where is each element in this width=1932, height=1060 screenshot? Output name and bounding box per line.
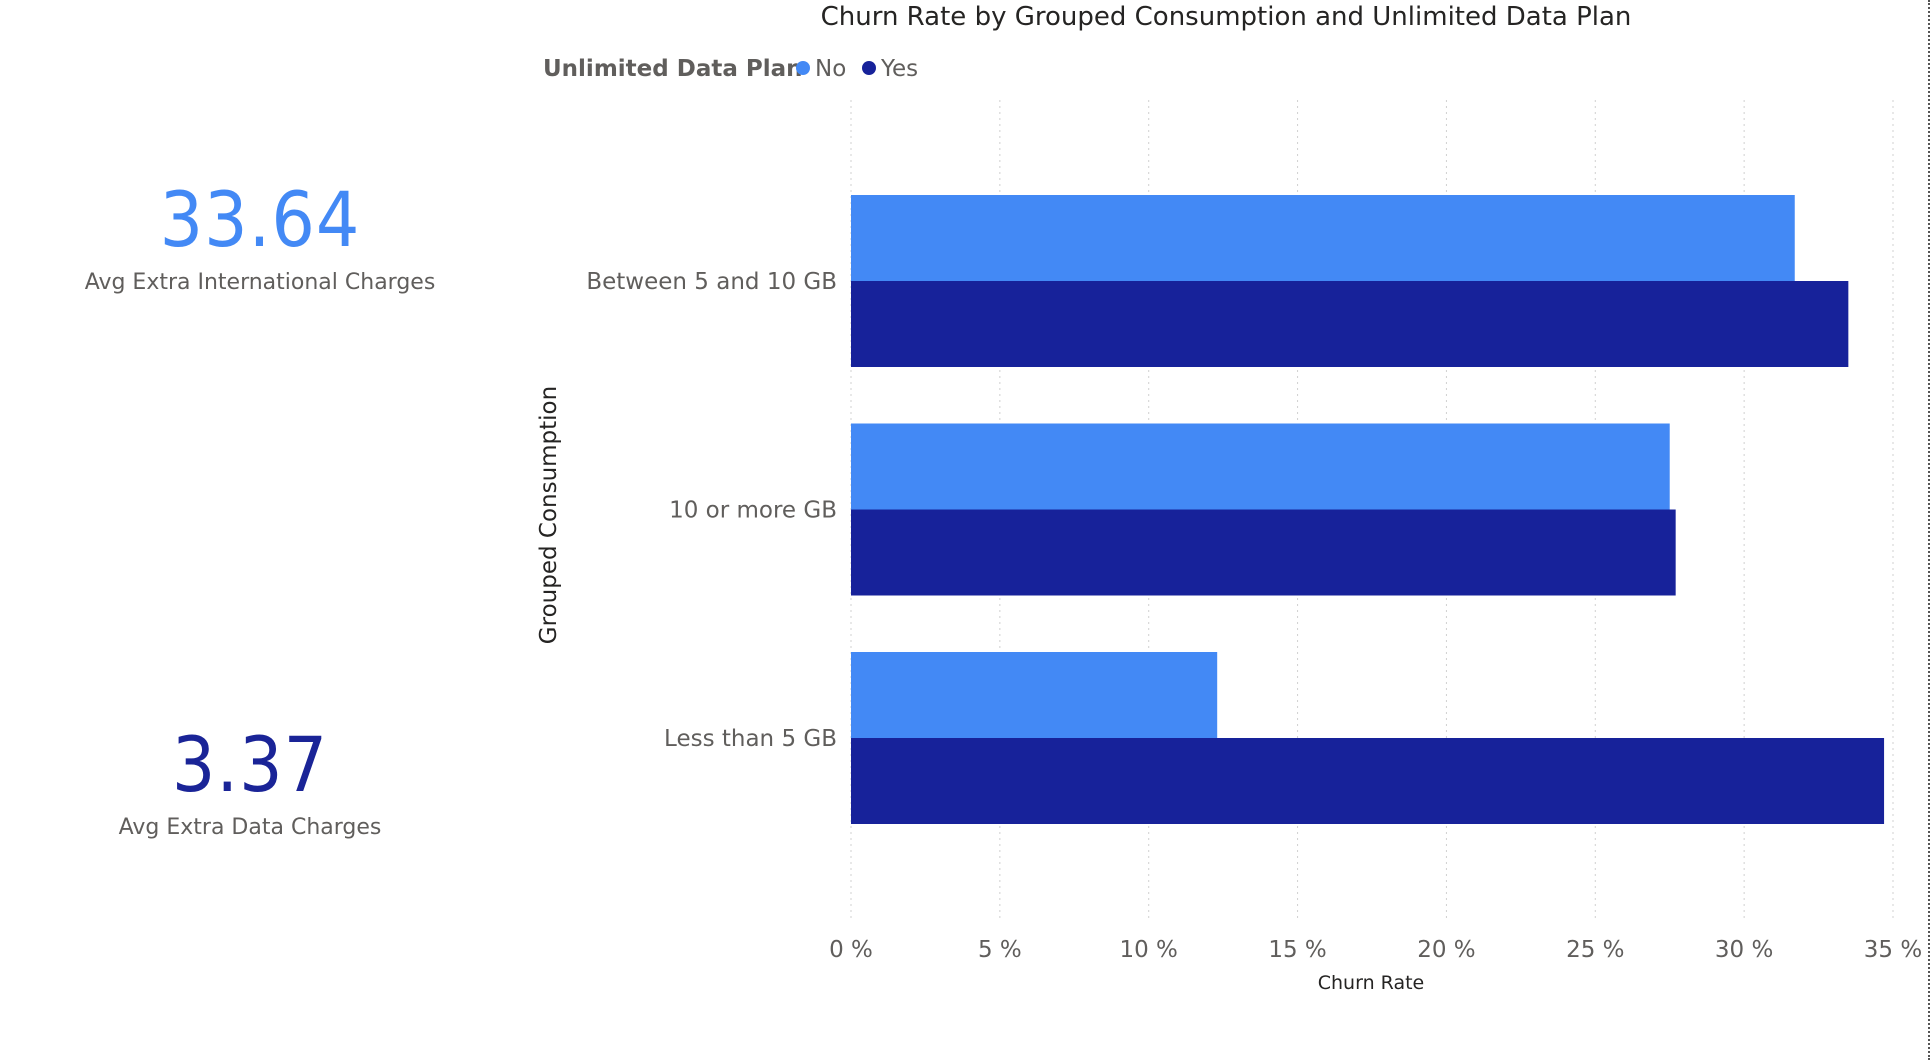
kpi-card-data-charges[interactable]: 3.37 Avg Extra Data Charges <box>50 720 450 841</box>
bar-no-10-or-more-gb[interactable] <box>851 423 1670 510</box>
bar-yes-10-or-more-gb[interactable] <box>851 509 1676 596</box>
category-label: Less than 5 GB <box>664 726 837 752</box>
chart-title: Churn Rate by Grouped Consumption and Un… <box>821 2 1632 32</box>
x-tick-label: 35 % <box>1864 937 1922 963</box>
y-axis-title: Grouped Consumption <box>536 386 562 644</box>
bar-yes-between-5-and-10-gb[interactable] <box>851 281 1849 367</box>
x-tick-label: 10 % <box>1119 937 1177 963</box>
x-tick-label: 20 % <box>1417 937 1475 963</box>
x-tick-label: 15 % <box>1268 937 1326 963</box>
x-tick-label: 5 % <box>978 937 1022 963</box>
legend-marker-yes <box>862 61 876 75</box>
bar-no-less-than-5-gb[interactable] <box>851 652 1218 738</box>
kpi-label-data-charges: Avg Extra Data Charges <box>118 815 382 840</box>
kpi-value-data-charges: 3.37 <box>171 720 329 809</box>
legend-marker-no <box>796 61 810 75</box>
kpi-card-international-charges[interactable]: 33.64 Avg Extra International Charges <box>60 175 460 296</box>
legend-item-yes[interactable]: Yes <box>880 56 918 82</box>
x-tick-label: 30 % <box>1715 937 1773 963</box>
x-tick-label: 25 % <box>1566 937 1624 963</box>
category-label: 10 or more GB <box>669 498 837 524</box>
legend-item-no[interactable]: No <box>815 56 846 82</box>
category-label: Between 5 and 10 GB <box>586 269 837 295</box>
bar-no-between-5-and-10-gb[interactable] <box>851 195 1795 281</box>
x-tick-label: 0 % <box>829 937 873 963</box>
legend-title: Unlimited Data Plan <box>543 56 803 82</box>
bar-yes-less-than-5-gb[interactable] <box>851 738 1885 824</box>
visual-border <box>1928 0 1930 1060</box>
kpi-label-international-charges: Avg Extra International Charges <box>84 270 436 295</box>
kpi-value-international-charges: 33.64 <box>159 175 361 264</box>
x-axis-title: Churn Rate <box>1318 972 1424 994</box>
